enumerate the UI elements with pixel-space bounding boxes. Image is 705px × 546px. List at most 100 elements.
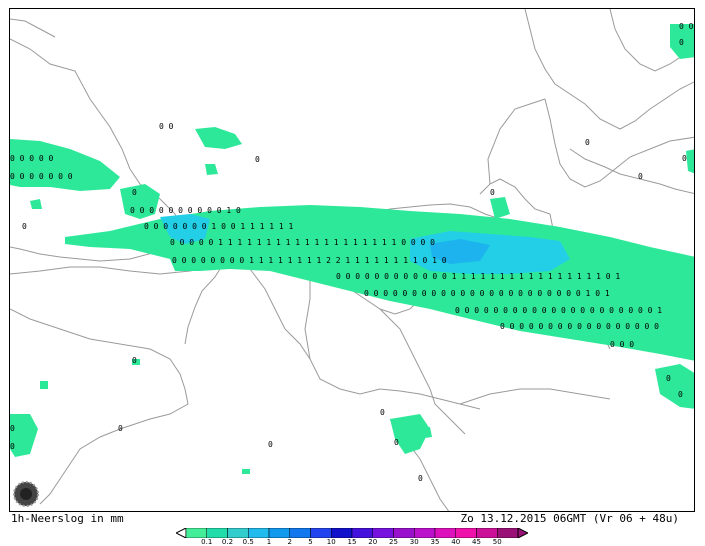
- legend-swatch: [206, 528, 228, 538]
- cell-baltic: [686, 149, 694, 174]
- marker-row: 0 0 0: [610, 340, 634, 349]
- marker-row: 0 0 0 0 0 0 0 0 0 0 0 0 0 0 0 0 0 0 0 0 …: [364, 289, 610, 298]
- marker-row: 0 0: [679, 22, 694, 31]
- legend-bar: [176, 528, 528, 538]
- scattered-marker: 0: [268, 440, 273, 449]
- marker-row: 0 0 0 0 0 0 0 0 0 0 0 0 0 0 0 0 0 0 0 0 …: [455, 306, 662, 315]
- marker-row: 0 0 0 0 0 0 0 0 0 0 0 0 0 0 0 0 0: [500, 322, 659, 331]
- cell-small-3: [242, 469, 250, 474]
- scattered-marker: 0: [255, 155, 260, 164]
- legend-tick-label: 35: [430, 538, 440, 546]
- coast-sweden-south: [544, 98, 694, 188]
- scattered-marker: 0: [380, 408, 385, 417]
- cell-north-1: [195, 127, 242, 149]
- legend-tick-label: 20: [368, 538, 378, 546]
- border-germany: [379, 308, 466, 435]
- scattered-marker: 0: [682, 154, 687, 163]
- scattered-marker: 0: [585, 138, 590, 147]
- scattered-marker: 0: [22, 222, 27, 231]
- legend-swatch: [455, 528, 477, 538]
- cell-denmark: [490, 197, 510, 219]
- legend-tick-label: 0.1: [201, 538, 213, 546]
- legend-tick-label: 1: [266, 538, 272, 546]
- band-west: [10, 139, 120, 191]
- border-switzerland: [379, 388, 481, 410]
- marker-row: 0 0 0 0 0 0 0 1 0 0 1 1 1 1 1 1: [144, 222, 293, 231]
- scattered-marker: 0: [10, 424, 15, 433]
- scattered-marker: 0: [118, 424, 123, 433]
- border-austria: [459, 388, 611, 405]
- coast-england-north: [10, 18, 56, 38]
- cell-south-1: [390, 414, 430, 454]
- border-belgium: [249, 268, 311, 360]
- scattered-marker: 0: [418, 474, 423, 483]
- legend-swatch: [393, 528, 415, 538]
- caption-unit-label: 1h-Neerslog in mm: [11, 512, 124, 525]
- value-markers: 0 0 0 0 0 0 0 0 0 0 0 0 0 0 0 0 0 0 0 0 …: [10, 22, 694, 483]
- legend-tick-label: 0.2: [221, 538, 234, 546]
- legend-tick-label: 50: [492, 538, 502, 546]
- cell-se: [655, 364, 694, 409]
- scattered-marker: 0: [638, 172, 643, 181]
- band-moderate: [160, 214, 210, 244]
- marker-row: 0 0 0 0 0 0 0: [10, 172, 73, 181]
- cell-east-sweden: [670, 24, 694, 59]
- band-west-2: [120, 184, 160, 219]
- scattered-marker: 0: [132, 188, 137, 197]
- scattered-marker: 0: [394, 438, 399, 447]
- map-canvas: 0 0 0 0 0 0 0 0 0 0 0 0 0 0 0 0 0 0 0 0 …: [10, 9, 694, 511]
- caption-timestamp: Zo 13.12.2015 06GMT (Vr 06 + 48u): [460, 512, 679, 525]
- coast-norway-sweden: [524, 9, 694, 130]
- legend-right-arrow: [517, 528, 528, 538]
- marker-row: 0 0 0 0 0 1 1 1 1 1 1 1 1 1 1 1 1 1 1 1 …: [170, 238, 435, 247]
- legend-tick-label: 40: [451, 538, 461, 546]
- coast-denmark-north: [487, 98, 546, 185]
- scattered-marker: 0: [490, 188, 495, 197]
- scattered-marker: 0: [679, 38, 684, 47]
- legend-tick-label: 15: [347, 538, 357, 546]
- coast-france: [10, 308, 189, 505]
- legend-swatch: [227, 528, 249, 538]
- scattered-marker: 0: [132, 356, 137, 365]
- legend-swatch: [289, 528, 311, 538]
- cell-small-4: [132, 359, 140, 365]
- legend-swatch: [185, 528, 207, 538]
- legend-swatch: [268, 528, 290, 538]
- marker-row: 0 0 0 0 0 0 0 0 0 0 0 0 1 1 1 1 1 1 1 1 …: [336, 272, 620, 281]
- legend-left-arrow: [176, 528, 187, 538]
- cell-sw: [10, 414, 38, 457]
- band-core-dark: [430, 239, 490, 264]
- legend-swatch: [476, 528, 498, 538]
- border-france-east: [304, 269, 381, 395]
- legend-swatch: [414, 528, 436, 538]
- marker-row: 0 0 0 0 0 0 0 0 0 0 1 0: [130, 206, 241, 215]
- scattered-marker: 0: [666, 374, 671, 383]
- legend-tick-label: 5: [308, 538, 313, 546]
- scattered-marker: 0: [678, 390, 683, 399]
- legend-tick-label: 30: [409, 538, 419, 546]
- legend-swatch: [248, 528, 270, 538]
- marker-row: 0 0 0 0 0: [10, 154, 54, 163]
- coast-baltic: [569, 148, 694, 195]
- cell-north-2: [205, 164, 218, 175]
- legend-tick-label: 10: [326, 538, 336, 546]
- precip-band: [10, 24, 694, 474]
- legend-tick-label: 2: [287, 538, 292, 546]
- legend-tick-label: 25: [389, 538, 398, 546]
- coast-france-north: [184, 260, 226, 345]
- marker-row: 0 0 0 0 0 0 0 0 1 1 1 1 1 1 1 1 2 2 1 1 …: [172, 256, 447, 265]
- legend-tick-label: 0.5: [242, 538, 254, 546]
- legend-swatch: [351, 528, 373, 538]
- legend-swatch: [434, 528, 456, 538]
- color-legend: [176, 528, 528, 544]
- precipitation-map: 0 0 0 0 0 0 0 0 0 0 0 0 0 0 0 0 0 0 0 0 …: [9, 8, 695, 512]
- legend-swatch: [497, 528, 519, 538]
- scattered-marker: 0: [10, 442, 15, 451]
- legend-swatch: [310, 528, 332, 538]
- legend-tick-label: 45: [472, 538, 481, 546]
- compass-icon: [13, 481, 39, 507]
- cell-south-2: [415, 427, 432, 439]
- legend-swatch: [372, 528, 394, 538]
- cell-small-1: [40, 381, 48, 389]
- cell-small-2: [30, 199, 42, 209]
